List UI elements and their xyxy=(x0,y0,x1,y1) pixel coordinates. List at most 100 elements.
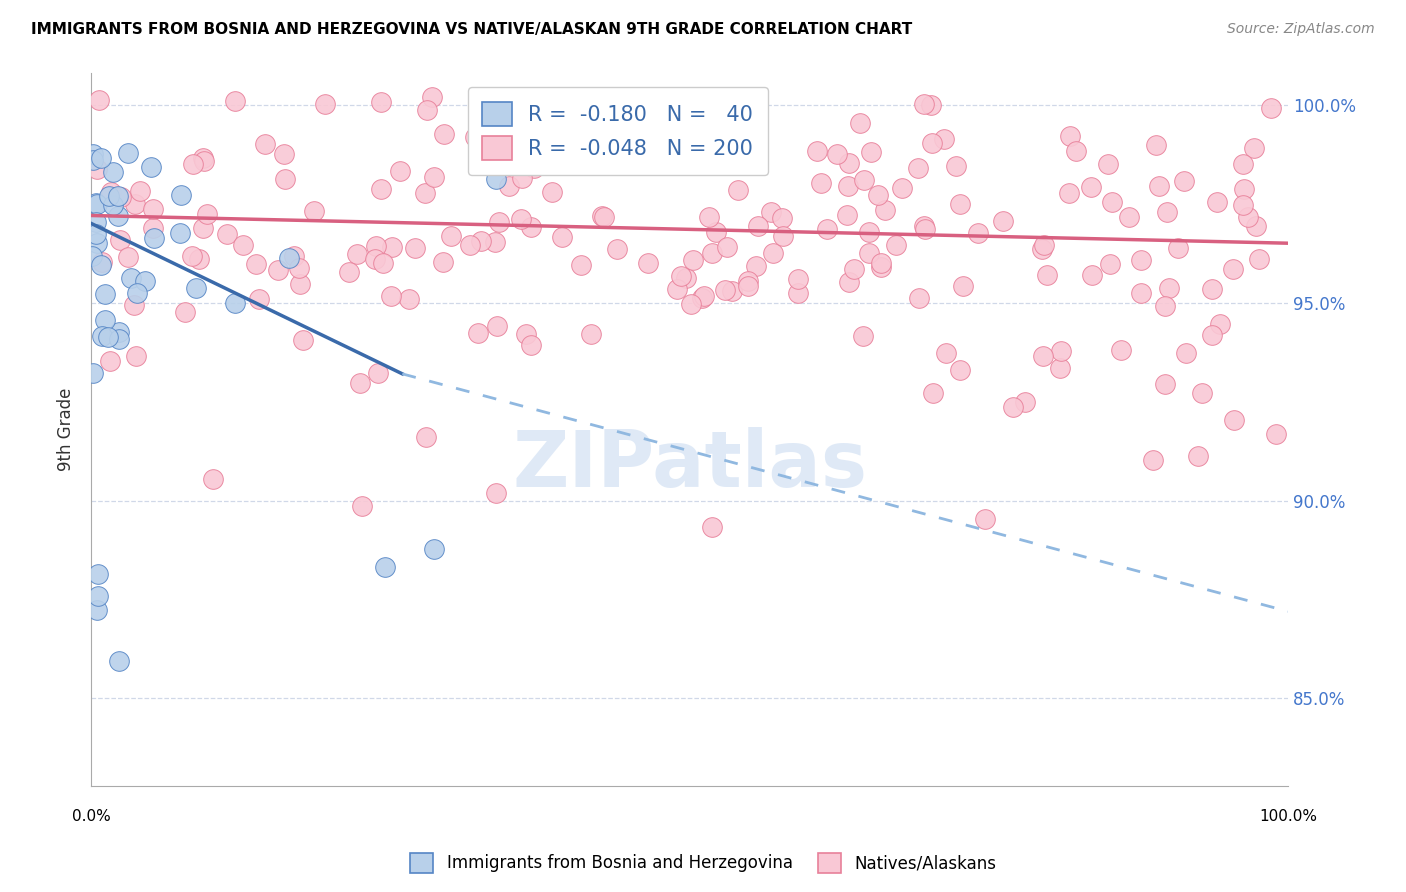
Point xyxy=(949,197,972,211)
Point xyxy=(991,214,1014,228)
Point xyxy=(682,252,704,267)
Point xyxy=(89,93,111,107)
Point xyxy=(287,260,309,275)
Point xyxy=(80,249,103,263)
Point xyxy=(1223,413,1246,427)
Point xyxy=(530,153,553,167)
Point xyxy=(884,238,907,252)
Point xyxy=(1032,238,1054,252)
Point xyxy=(945,159,967,173)
Point xyxy=(415,430,437,444)
Point xyxy=(122,298,145,312)
Point xyxy=(498,179,520,194)
Point xyxy=(352,499,374,513)
Point xyxy=(825,146,848,161)
Point xyxy=(692,291,714,305)
Point xyxy=(467,153,489,168)
Point xyxy=(704,225,727,239)
Point xyxy=(86,602,108,616)
Point xyxy=(432,254,454,268)
Point xyxy=(772,228,794,243)
Point xyxy=(86,162,108,177)
Point xyxy=(681,297,703,311)
Point xyxy=(110,190,132,204)
Point xyxy=(932,132,955,146)
Point xyxy=(304,203,326,218)
Point xyxy=(806,145,828,159)
Point xyxy=(543,124,565,138)
Point xyxy=(367,366,389,380)
Point xyxy=(520,219,543,234)
Point xyxy=(103,164,125,178)
Point xyxy=(1049,360,1071,375)
Point xyxy=(91,255,114,269)
Point xyxy=(1032,349,1054,363)
Point xyxy=(1157,281,1180,295)
Point xyxy=(423,541,446,556)
Point xyxy=(142,231,165,245)
Point xyxy=(510,171,533,186)
Point xyxy=(1232,198,1254,212)
Point xyxy=(761,205,783,219)
Point xyxy=(1101,195,1123,210)
Point xyxy=(1175,346,1198,360)
Point xyxy=(82,366,104,380)
Point xyxy=(94,287,117,301)
Point xyxy=(125,349,148,363)
Point xyxy=(107,654,129,668)
Point xyxy=(86,235,108,250)
Point xyxy=(485,172,508,186)
Point xyxy=(413,186,436,200)
Point xyxy=(1233,182,1256,196)
Point xyxy=(1249,252,1271,266)
Point xyxy=(700,520,723,534)
Point xyxy=(510,212,533,227)
Point xyxy=(180,249,202,263)
Point xyxy=(700,246,723,260)
Point xyxy=(1156,205,1178,219)
Point xyxy=(82,153,104,168)
Point xyxy=(84,196,107,211)
Point xyxy=(935,346,957,360)
Point xyxy=(1167,240,1189,254)
Point xyxy=(1265,426,1288,441)
Point xyxy=(973,512,995,526)
Point xyxy=(398,292,420,306)
Point xyxy=(591,209,613,223)
Point xyxy=(949,363,972,377)
Point xyxy=(1097,157,1119,171)
Point xyxy=(90,258,112,272)
Point xyxy=(488,215,510,229)
Point xyxy=(1153,299,1175,313)
Point xyxy=(349,376,371,390)
Point xyxy=(747,219,769,233)
Point xyxy=(253,137,276,152)
Point xyxy=(101,198,124,212)
Point xyxy=(1243,141,1265,155)
Point xyxy=(815,221,838,235)
Point xyxy=(245,257,267,271)
Point xyxy=(381,240,404,254)
Point xyxy=(714,283,737,297)
Point xyxy=(460,238,482,252)
Point xyxy=(868,187,890,202)
Point xyxy=(697,210,720,224)
Text: IMMIGRANTS FROM BOSNIA AND HERZEGOVINA VS NATIVE/ALASKAN 9TH GRADE CORRELATION C: IMMIGRANTS FROM BOSNIA AND HERZEGOVINA V… xyxy=(31,22,912,37)
Point xyxy=(762,246,785,260)
Point xyxy=(770,211,793,226)
Point xyxy=(1031,243,1053,257)
Point xyxy=(920,98,942,112)
Point xyxy=(224,296,246,310)
Point xyxy=(273,146,295,161)
Point xyxy=(374,560,396,574)
Point xyxy=(288,277,311,291)
Point xyxy=(1201,328,1223,343)
Point xyxy=(787,271,810,285)
Point xyxy=(404,241,426,255)
Point xyxy=(373,255,395,269)
Point xyxy=(273,171,295,186)
Point xyxy=(860,145,883,160)
Point xyxy=(966,227,988,241)
Text: ZIPatlas: ZIPatlas xyxy=(512,427,868,503)
Point xyxy=(1001,401,1024,415)
